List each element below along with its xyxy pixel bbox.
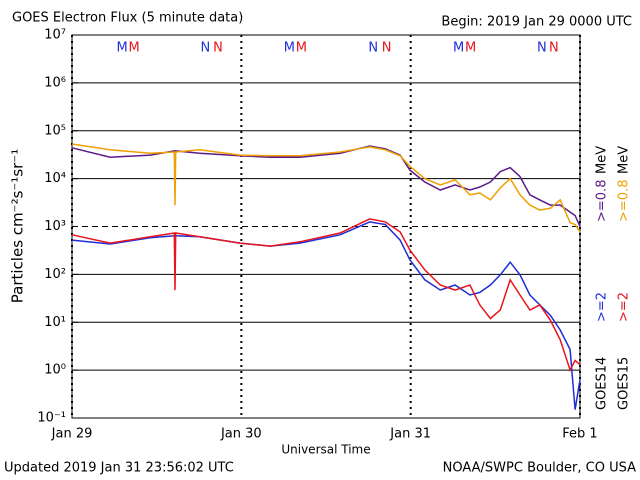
satellite-marker: M	[296, 41, 307, 56]
satellite-marker: M	[284, 41, 295, 56]
x-tick-label: Feb 1	[562, 427, 597, 442]
y-tick-label: 10⁰	[44, 363, 66, 378]
y-tick-label: 10⁴	[44, 171, 66, 186]
y-tick-label: 10²	[44, 267, 66, 282]
y-tick-label: 10¹	[44, 315, 66, 330]
legend-entry: >=2	[617, 292, 632, 322]
series-line	[71, 145, 581, 227]
footer-right: NOAA/SWPC Boulder, CO USA	[443, 461, 636, 476]
y-tick-label: 10³	[44, 219, 66, 234]
satellite-marker: N	[382, 41, 392, 56]
satellite-marker: N	[368, 41, 378, 56]
legend-entry: >=0.8	[617, 180, 632, 222]
legend-entry: >=0.8	[595, 180, 610, 222]
satellite-marker: N	[200, 41, 210, 56]
x-axis-label: Universal Time	[281, 443, 370, 457]
legend-entry: >=2	[595, 292, 610, 322]
x-tick-label: Jan 31	[389, 427, 431, 442]
satellite-marker: M	[453, 41, 464, 56]
series-line	[71, 143, 581, 233]
legend-unit: MeV	[617, 146, 632, 174]
series-line	[71, 218, 581, 373]
legend-group: GOES15	[617, 357, 632, 410]
y-tick-label: 10⁻¹	[37, 411, 66, 426]
satellite-marker: M	[128, 41, 139, 56]
satellite-marker: N	[537, 41, 547, 56]
x-tick-label: Jan 29	[51, 427, 93, 442]
y-tick-label: 10⁵	[44, 123, 66, 138]
legend-group: GOES14	[595, 357, 610, 410]
y-tick-label: 10⁶	[44, 75, 66, 90]
chart-title: GOES Electron Flux (5 minute data)	[12, 11, 243, 26]
legend-unit: MeV	[595, 146, 610, 174]
footer-left: Updated 2019 Jan 31 23:56:02 UTC	[4, 461, 234, 476]
x-tick-label: Jan 30	[220, 427, 262, 442]
satellite-marker: M	[116, 41, 127, 56]
satellite-marker: N	[213, 41, 223, 56]
chart-subtitle: Begin: 2019 Jan 29 0000 UTC	[441, 15, 632, 30]
satellite-marker: M	[465, 41, 476, 56]
y-axis-label: Particles cm⁻²s⁻¹sr⁻¹	[9, 149, 27, 303]
y-tick-label: 10⁷	[44, 28, 66, 43]
satellite-marker: N	[549, 41, 559, 56]
